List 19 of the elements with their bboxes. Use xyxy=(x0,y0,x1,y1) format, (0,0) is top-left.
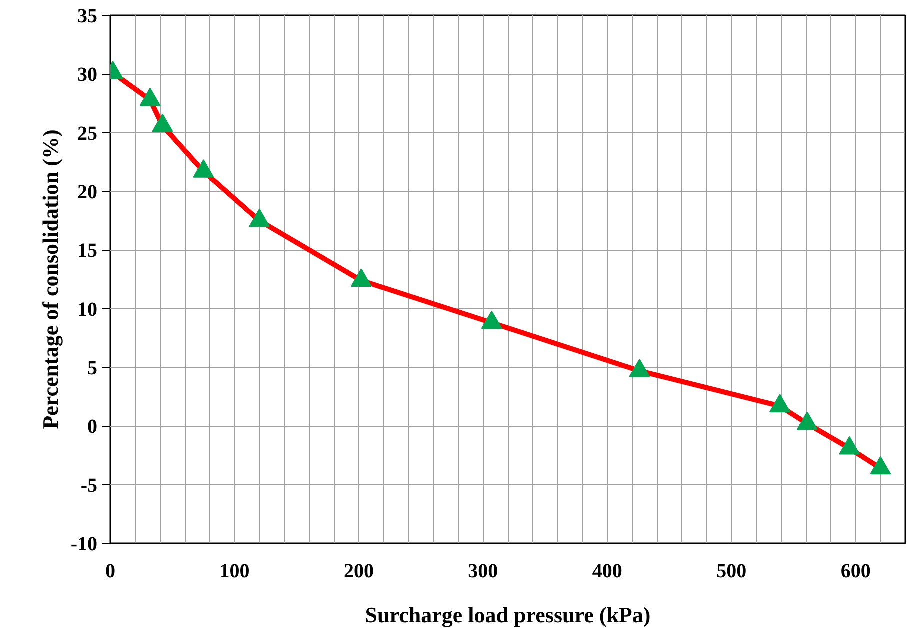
x-tick-label: 300 xyxy=(468,560,498,582)
x-tick-label: 0 xyxy=(106,560,116,582)
x-tick-label: 100 xyxy=(220,560,250,582)
x-tick-label: 600 xyxy=(840,560,871,582)
y-tick-label: 20 xyxy=(78,182,98,204)
y-tick-label: 15 xyxy=(78,240,98,262)
y-tick-label: 10 xyxy=(78,298,98,321)
y-tick-label: 0 xyxy=(88,416,98,438)
y-tick-label: -10 xyxy=(70,534,98,556)
x-axis-title: Surcharge load pressure (kPa) xyxy=(365,602,651,628)
y-axis-title: Percentage of consolidation (%) xyxy=(38,130,63,430)
x-tick-label: 400 xyxy=(592,560,622,582)
x-tick-label: 500 xyxy=(716,560,747,582)
y-tick-label: 35 xyxy=(78,6,98,28)
x-tick-label: 200 xyxy=(344,560,374,582)
y-tick-label: 5 xyxy=(88,358,98,380)
y-tick-label: 30 xyxy=(78,64,98,86)
y-tick-label: 25 xyxy=(78,122,98,145)
y-tick-label: -5 xyxy=(80,474,98,497)
